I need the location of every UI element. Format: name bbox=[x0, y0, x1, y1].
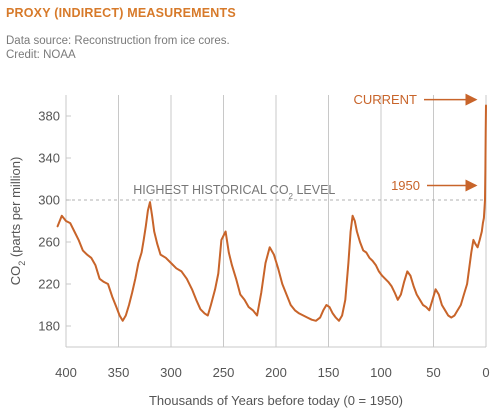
x-tick-label: 400 bbox=[55, 365, 77, 380]
x-axis-label: Thousands of Years before today (0 = 195… bbox=[149, 393, 403, 408]
series-layer bbox=[56, 104, 487, 322]
y-tick-label: 300 bbox=[38, 193, 60, 208]
y-axis-label-main: CO bbox=[8, 266, 23, 286]
x-tick-label: 350 bbox=[108, 365, 130, 380]
highest-level-label-sub: 2 bbox=[289, 192, 294, 201]
x-tick-label: 150 bbox=[318, 365, 340, 380]
grid-layer bbox=[65, 95, 487, 348]
tick-layer: 400 350 300 250 200 150 100 50 0 180 220 260 300 340 3… bbox=[38, 109, 489, 381]
y-axis-label-sub: 2 bbox=[17, 261, 27, 266]
x-tick-label: 100 bbox=[370, 365, 392, 380]
co2-series-line bbox=[56, 104, 487, 322]
y-axis-label-rest: (parts per million) bbox=[8, 157, 23, 261]
y-tick-label: 220 bbox=[38, 277, 60, 292]
highest-level-label-main: HIGHEST HISTORICAL CO bbox=[133, 183, 289, 197]
highest-level-label-rest: LEVEL bbox=[293, 183, 335, 197]
x-tick-label: 250 bbox=[213, 365, 235, 380]
y-tick-label: 380 bbox=[38, 109, 60, 124]
reference-layer: HIGHEST HISTORICAL CO2 LEVEL bbox=[66, 183, 486, 201]
current-label: CURRENT bbox=[353, 92, 417, 107]
credit-note: Credit: NOAA bbox=[6, 49, 76, 61]
x-tick-label: 50 bbox=[426, 365, 440, 380]
label-1950: 1950 bbox=[391, 178, 420, 193]
chart-title: PROXY (INDIRECT) MEASUREMENTS bbox=[6, 6, 236, 20]
y-tick-label: 260 bbox=[38, 235, 60, 250]
x-tick-label: 0 bbox=[482, 365, 489, 380]
data-source-note: Data source: Reconstruction from ice cor… bbox=[6, 35, 230, 47]
y-axis-label: CO2 (parts per million) bbox=[8, 157, 27, 286]
highest-level-label: HIGHEST HISTORICAL CO2 LEVEL bbox=[133, 183, 335, 201]
y-tick-label: 340 bbox=[38, 151, 60, 166]
y-tick-label: 180 bbox=[38, 319, 60, 334]
x-tick-label: 300 bbox=[160, 365, 182, 380]
x-tick-label: 200 bbox=[265, 365, 287, 380]
annotation-layer: CURRENT 1950 bbox=[353, 92, 478, 193]
